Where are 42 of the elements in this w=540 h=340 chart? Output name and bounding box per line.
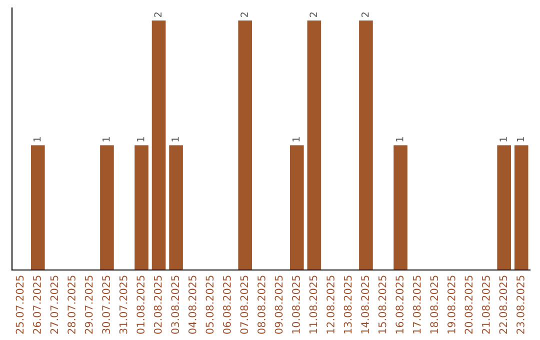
data-label: 1 xyxy=(516,137,524,142)
data-label: 1 xyxy=(33,137,41,142)
x-tick-label: 13.08.2025 xyxy=(344,276,352,334)
data-label: 1 xyxy=(396,137,404,142)
x-tick-label: 10.08.2025 xyxy=(292,276,300,334)
data-label: 2 xyxy=(240,12,248,17)
data-label: 2 xyxy=(154,12,162,17)
x-tick-label: 27.07.2025 xyxy=(50,276,58,334)
x-tick-label: 03.08.2025 xyxy=(171,276,180,334)
x-tick-label: 28.07.2025 xyxy=(68,276,76,334)
x-tick-label: 06.08.2025 xyxy=(222,276,231,334)
x-tick-label: 17.08.2025 xyxy=(412,276,421,334)
x-tick-label: 01.08.2025 xyxy=(136,276,145,334)
x-tick-label: 26.07.2025 xyxy=(33,276,41,334)
x-tick-label: 08.08.2025 xyxy=(258,276,266,334)
x-tick-label: 15.08.2025 xyxy=(378,276,386,334)
x-tick-label: 29.07.2025 xyxy=(84,276,93,334)
x-tick-label: 04.08.2025 xyxy=(188,276,196,334)
x-tick-label: 25.07.2025 xyxy=(16,276,24,334)
x-tick-label: 30.07.2025 xyxy=(102,276,110,334)
data-label: 1 xyxy=(137,137,144,142)
x-tick-label: 14.08.2025 xyxy=(361,276,369,334)
data-label: 1 xyxy=(500,137,507,142)
data-label: 1 xyxy=(292,137,300,142)
data-label: 1 xyxy=(102,137,110,142)
x-tick-label: 31.07.2025 xyxy=(119,276,128,334)
x-tick-label: 11.08.2025 xyxy=(309,276,318,334)
x-tick-label: 18.08.2025 xyxy=(430,276,438,334)
x-tick-label: 22.08.2025 xyxy=(499,276,508,334)
x-tick-label: 21.08.2025 xyxy=(482,276,490,334)
x-tick-label: 12.08.2025 xyxy=(326,276,334,334)
x-tick-label: 09.08.2025 xyxy=(274,276,283,334)
data-label: 2 xyxy=(310,12,317,17)
x-tick-label: 19.08.2025 xyxy=(447,276,456,334)
x-tick-label: 20.08.2025 xyxy=(464,276,473,334)
x-tick-label: 07.08.2025 xyxy=(240,276,248,334)
x-tick-label: 16.08.2025 xyxy=(396,276,404,334)
x-tick-label: 23.08.2025 xyxy=(516,276,524,334)
data-label: 1 xyxy=(172,137,179,142)
x-tick-label: 02.08.2025 xyxy=(154,276,162,334)
data-label: 2 xyxy=(361,12,369,17)
x-tick-label: 05.08.2025 xyxy=(206,276,214,334)
